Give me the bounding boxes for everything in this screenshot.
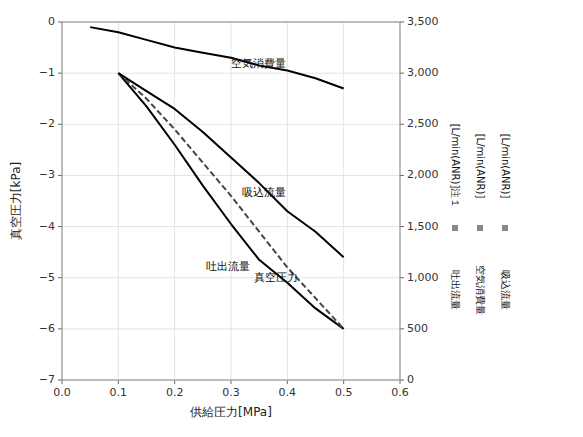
x-axis-title: 供給圧力[MPa] <box>190 405 272 419</box>
tick <box>58 380 62 381</box>
tick-label: 0.1 <box>110 386 128 399</box>
tick <box>58 22 62 23</box>
tick <box>118 380 119 384</box>
tick-label: 0.6 <box>391 386 409 399</box>
grid-line <box>62 226 400 227</box>
y2-name-label: 吐出流量 <box>450 270 461 310</box>
grid-line <box>174 22 175 380</box>
tick-label: 0 <box>48 15 55 28</box>
tick-label: −5 <box>39 271 55 284</box>
grid-line <box>343 22 344 380</box>
tick <box>400 277 404 278</box>
grid-line <box>62 277 400 278</box>
tick-label: 0.3 <box>222 386 240 399</box>
tick <box>62 380 63 384</box>
tick <box>400 73 404 74</box>
tick <box>400 124 404 125</box>
tick <box>58 73 62 74</box>
grid-line <box>231 22 232 380</box>
tick <box>58 328 62 329</box>
tick-label: 3,000 <box>407 66 439 79</box>
tick-label: −1 <box>39 66 55 79</box>
tick-label: 1,000 <box>407 271 439 284</box>
tick <box>400 380 401 384</box>
plot-area <box>62 22 400 380</box>
grid-line <box>62 124 400 125</box>
tick-label: 0.4 <box>279 386 297 399</box>
annotation: 吐出流量 <box>206 260 250 273</box>
tick <box>400 380 404 381</box>
grid-line <box>118 22 119 380</box>
tick <box>58 124 62 125</box>
grid-line <box>287 22 288 380</box>
tick-label: 1,500 <box>407 220 439 233</box>
y2-indicator <box>477 225 483 231</box>
tick <box>343 380 344 384</box>
tick <box>400 175 404 176</box>
tick-label: 3,500 <box>407 15 439 28</box>
tick-label: 0 <box>407 373 414 386</box>
grid-line <box>62 73 400 74</box>
tick-label: 0.2 <box>166 386 184 399</box>
y-axis-title: 真空圧力[kPa] <box>9 162 23 240</box>
annotation: 空気消費量 <box>231 57 286 70</box>
y2-unit-label: [L/min(ANR)]注１ <box>450 124 461 209</box>
series-group <box>90 27 344 329</box>
tick <box>400 226 404 227</box>
tick <box>58 175 62 176</box>
tick-label: 0.0 <box>53 386 71 399</box>
chart: 0.00.10.20.30.40.50.60−1−2−3−4−5−6−70500… <box>0 0 583 437</box>
series-line <box>118 73 343 257</box>
tick-label: −7 <box>39 373 55 386</box>
tick-label: 0.5 <box>335 386 353 399</box>
series-line <box>90 27 344 88</box>
tick <box>58 277 62 278</box>
plot-frame <box>62 22 400 380</box>
grid-line <box>62 175 400 176</box>
tick-label: −2 <box>39 117 55 130</box>
tick-label: 2,500 <box>407 117 439 130</box>
tick-label: 2,000 <box>407 168 439 181</box>
series-line <box>118 73 343 329</box>
tick-label: 500 <box>407 322 428 335</box>
annotation: 吸込流量 <box>242 186 286 199</box>
tick <box>58 226 62 227</box>
y2-name-label: 空気消費量 <box>475 265 486 315</box>
tick <box>400 328 404 329</box>
tick-label: −4 <box>39 220 55 233</box>
y2-indicator <box>452 225 458 231</box>
series-line <box>118 73 343 329</box>
y2-unit-label: [L/min(ANR)] <box>500 134 511 199</box>
tick <box>287 380 288 384</box>
tick <box>231 380 232 384</box>
y2-name-label: 吸込流量 <box>500 270 511 310</box>
y2-indicator <box>502 225 508 231</box>
y2-unit-label: [L/min(ANR)] <box>475 134 486 199</box>
grid-line <box>62 328 400 329</box>
annotation: 真空圧力 <box>254 271 298 284</box>
tick-label: −3 <box>39 168 55 181</box>
tick <box>400 22 404 23</box>
tick <box>174 380 175 384</box>
tick-label: −6 <box>39 322 55 335</box>
